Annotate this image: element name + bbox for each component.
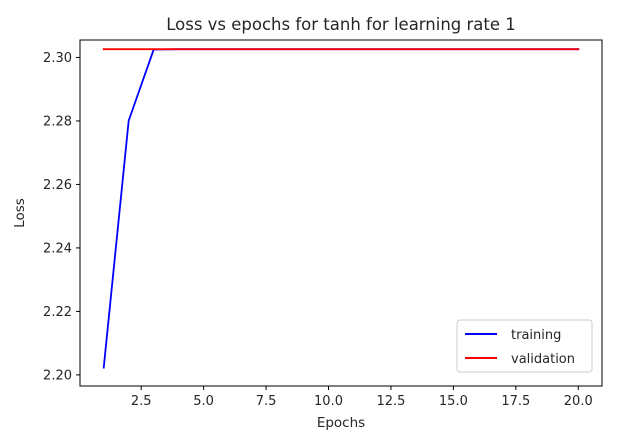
y-tick-label: 2.28 bbox=[43, 114, 72, 129]
x-axis: 2.5 5.0 7.5 10.0 12.5 15.0 17.5 20.0 bbox=[131, 386, 593, 409]
chart-title: Loss vs epochs for tanh for learning rat… bbox=[166, 15, 516, 34]
y-tick-label: 2.20 bbox=[43, 368, 72, 383]
x-tick-label: 17.5 bbox=[501, 394, 530, 409]
y-tick-label: 2.24 bbox=[43, 241, 72, 256]
y-tick-label: 2.22 bbox=[43, 305, 72, 320]
x-tick-label: 7.5 bbox=[256, 394, 277, 409]
x-tick-label: 20.0 bbox=[564, 394, 593, 409]
legend-label-training: training bbox=[511, 328, 561, 343]
legend: training validation bbox=[456, 319, 593, 373]
y-axis-label: Loss bbox=[12, 198, 28, 228]
y-tick-label: 2.30 bbox=[43, 51, 72, 66]
x-tick-label: 2.5 bbox=[131, 394, 152, 409]
legend-label-validation: validation bbox=[511, 352, 575, 367]
series-layer bbox=[102, 48, 580, 369]
plot-frame bbox=[79, 39, 603, 387]
x-tick-label: 5.0 bbox=[193, 394, 214, 409]
x-tick-label: 10.0 bbox=[314, 394, 343, 409]
y-tick-label: 2.26 bbox=[43, 178, 72, 193]
x-axis-label: Epochs bbox=[317, 415, 365, 431]
y-axis: 2.20 2.22 2.24 2.26 2.28 2.30 bbox=[43, 51, 80, 383]
x-tick-label: 12.5 bbox=[376, 394, 405, 409]
x-tick-label: 15.0 bbox=[439, 394, 468, 409]
